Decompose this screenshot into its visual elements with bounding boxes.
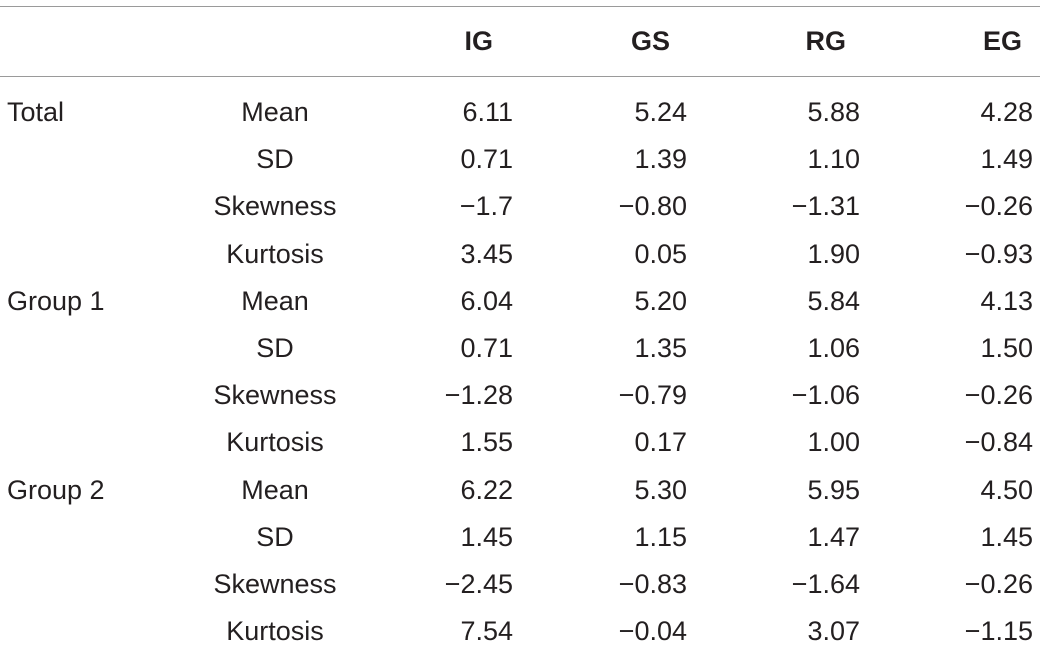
header-ig: IG [464,26,493,56]
cell-gs: 1.35 [634,333,687,363]
cell-ig: −2.45 [444,569,513,599]
cell-gs: 1.39 [634,144,687,174]
row-stat-label: Skewness [213,191,337,221]
cell-ig: 0.71 [460,144,513,174]
header-rg: RG [805,26,847,56]
cell-rg: 1.47 [807,522,860,552]
row-group-label: Total [7,97,65,127]
cell-ig: 1.55 [460,427,513,457]
cell-eg: −0.84 [964,427,1033,457]
row-stat-label: Mean [241,475,309,505]
cell-gs: −0.04 [618,616,687,646]
cell-ig: 1.45 [460,522,513,552]
cell-ig: 6.22 [460,475,513,505]
cell-eg: −0.26 [964,380,1033,410]
cell-rg: 3.07 [807,616,860,646]
cell-rg: 1.06 [807,333,860,363]
row-stat-label: Kurtosis [226,616,324,646]
cell-gs: 5.24 [634,97,687,127]
cell-eg: −1.15 [964,616,1033,646]
cell-gs: 5.30 [634,475,687,505]
cell-ig: 3.45 [460,239,513,269]
header-rule [0,76,1040,77]
cell-eg: 1.50 [980,333,1033,363]
cell-ig: 0.71 [460,333,513,363]
cell-rg: 5.88 [807,97,860,127]
row-stat-label: Mean [241,286,309,316]
cell-eg: −0.26 [964,569,1033,599]
cell-gs: 0.17 [634,427,687,457]
cell-rg: −1.64 [791,569,860,599]
row-stat-label: SD [256,333,294,363]
cell-gs: 1.15 [634,522,687,552]
cell-rg: 1.00 [807,427,860,457]
cell-gs: −0.79 [618,380,687,410]
header-eg: EG [982,26,1022,56]
header-gs: GS [630,26,670,56]
cell-eg: −0.26 [964,191,1033,221]
row-stat-label: Kurtosis [226,239,324,269]
row-stat-label: Skewness [213,569,337,599]
cell-gs: −0.83 [618,569,687,599]
cell-eg: 4.28 [980,97,1033,127]
row-stat-label: Mean [241,97,309,127]
row-group-label: Group 2 [7,475,105,505]
cell-rg: 1.10 [807,144,860,174]
cell-ig: 6.11 [462,97,513,127]
cell-rg: 5.84 [807,286,860,316]
cell-eg: 1.45 [980,522,1033,552]
cell-gs: 5.20 [634,286,687,316]
row-stat-label: SD [256,144,294,174]
cell-ig: 6.04 [460,286,513,316]
cell-gs: −0.80 [618,191,687,221]
cell-rg: −1.06 [791,380,860,410]
cell-gs: 0.05 [634,239,687,269]
cell-eg: 4.50 [980,475,1033,505]
cell-eg: 4.13 [980,286,1033,316]
row-stat-label: Skewness [213,380,337,410]
cell-ig: 7.54 [460,616,513,646]
row-stat-label: SD [256,522,294,552]
cell-rg: 1.90 [807,239,860,269]
cell-ig: −1.7 [459,191,513,221]
cell-ig: −1.28 [444,380,513,410]
cell-eg: 1.49 [980,144,1033,174]
cell-rg: 5.95 [807,475,860,505]
row-group-label: Group 1 [7,286,105,316]
top-rule [0,6,1040,7]
row-stat-label: Kurtosis [226,427,324,457]
cell-eg: −0.93 [964,239,1033,269]
cell-rg: −1.31 [791,191,860,221]
